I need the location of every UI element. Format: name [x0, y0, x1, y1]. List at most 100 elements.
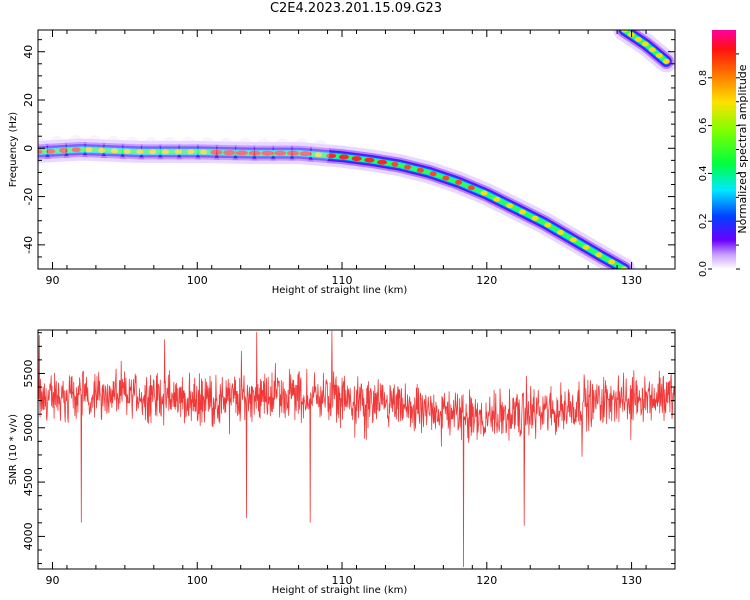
ridge-peak	[467, 185, 475, 191]
ridge-peak	[531, 215, 539, 221]
x-tick-label: 120	[476, 274, 497, 287]
ridge-halo	[198, 137, 217, 164]
ridge-halo	[141, 136, 160, 163]
ridge-peak	[299, 151, 312, 157]
x-tick-label: 100	[187, 574, 208, 587]
ridge-peak	[634, 36, 642, 42]
ridge-peak	[493, 196, 501, 202]
ridge-peak	[404, 164, 412, 170]
ridge-peak	[235, 150, 248, 156]
spectrogram-panel: 90 100 110 120 130 -40 -20 0 20 40 Height of strai…	[8, 29, 676, 296]
ridge-peak	[544, 222, 552, 228]
ridge-peak	[174, 149, 182, 155]
snr-axes: 90 100 110 120 130 4000 4500 5000 5500 Height of …	[8, 329, 676, 596]
ridge-peak	[200, 149, 208, 155]
ridge-halo	[160, 136, 179, 163]
ridge-peak	[110, 148, 118, 154]
ridge-peak	[377, 159, 388, 165]
ridge-peak	[648, 47, 656, 53]
colorbar-tick-label: 0.8	[698, 70, 709, 86]
ridge-peak	[455, 179, 463, 185]
snr-frame	[37, 329, 676, 570]
ridge-peak	[442, 175, 450, 181]
y-tick-label: -40	[22, 236, 35, 254]
ridge-peak	[58, 147, 68, 153]
ridge-peak	[187, 149, 195, 155]
ridge-peak	[569, 237, 577, 243]
ridge-peak	[641, 41, 649, 47]
ridge-peak	[351, 156, 362, 162]
ridge-peak	[123, 148, 131, 154]
ridge-halo	[254, 138, 273, 165]
y-tick-label: 4000	[22, 522, 35, 550]
ridge-halo	[47, 135, 66, 162]
colorbar-gradient	[712, 30, 736, 269]
y-tick-label: 5000	[22, 414, 35, 442]
y-tick-label: 40	[22, 45, 35, 59]
ridge-peak	[136, 149, 144, 155]
x-tick-label: 110	[332, 574, 353, 587]
x-tick-label: 130	[621, 274, 642, 287]
ridge-peak	[557, 229, 565, 235]
ridge-peak	[326, 153, 337, 159]
ridge-peak	[620, 266, 628, 269]
spectrogram-axes: 90 100 110 120 130 -40 -20 0 20 40 Height of strai…	[8, 29, 676, 296]
x-axis-label: Height of straight line (km)	[272, 585, 408, 596]
ridge-peak	[149, 149, 157, 155]
ridge-peak	[608, 259, 616, 265]
y-axis-label: SNR (10 * v/v)	[8, 414, 19, 485]
colorbar: 0.0 0.2 0.4 0.6 0.8 Normalized spectral ampl…	[698, 30, 749, 277]
y-axis-label: Frequency (Hz)	[8, 112, 19, 188]
y-tick-label: -20	[22, 188, 35, 206]
ridge-peak	[71, 147, 81, 153]
ridge-peak	[248, 150, 261, 156]
x-axis-label: Height of straight line (km)	[272, 285, 408, 296]
colorbar-tick-label: 0.0	[698, 261, 709, 277]
snr-panel: 90 100 110 120 130 4000 4500 5000 5500 Height of …	[8, 329, 676, 596]
snr-line	[38, 330, 675, 568]
snr-series	[38, 330, 675, 568]
ridge-halo	[104, 135, 123, 162]
x-tick-label: 130	[621, 574, 642, 587]
x-tick-label: 90	[45, 274, 59, 287]
ridge-peak	[518, 209, 526, 215]
ridge-halo	[66, 134, 85, 161]
ridge-peak	[364, 157, 375, 163]
y-tick-label: 20	[22, 93, 35, 107]
ridge-peak	[46, 148, 56, 154]
ridge-peak	[480, 190, 488, 196]
ridge-peak	[655, 53, 663, 59]
x-tick-label: 90	[45, 574, 59, 587]
ridge-peak	[210, 149, 223, 155]
ridge-peak	[416, 167, 424, 173]
colorbar-label: Normalized spectral amplitude	[736, 64, 749, 233]
ridge-band	[38, 138, 636, 269]
ridge-peak	[98, 147, 106, 153]
ridge-peak	[662, 58, 670, 64]
ridge-peak	[223, 150, 236, 156]
ridge-peak	[85, 147, 93, 153]
ridge-peak	[391, 161, 399, 167]
ridge-peak	[429, 171, 437, 177]
ridge-peak	[161, 149, 169, 155]
colorbar-ticks: 0.0 0.2 0.4 0.6 0.8	[698, 53, 740, 277]
ridge-halo	[311, 139, 330, 166]
ridge-halo	[217, 137, 236, 164]
ridge-peak	[38, 149, 43, 155]
ridge-peak	[314, 152, 322, 158]
ridge-halo	[85, 135, 104, 162]
ridge-peak	[506, 203, 514, 209]
y-tick-label: 4500	[22, 468, 35, 496]
ridge-peak	[620, 30, 628, 33]
ridge-peak	[286, 150, 299, 156]
ridge-halo	[38, 136, 47, 163]
x-tick-label: 120	[476, 574, 497, 587]
ridge-halo	[292, 138, 311, 165]
ridge-halo	[123, 136, 142, 163]
ridge-peak	[582, 244, 590, 250]
figure-title: C2E4.2023.201.15.09.G23	[269, 1, 443, 16]
colorbar-tick-label: 0.6	[698, 118, 709, 134]
colorbar-tick-label: 0.2	[698, 213, 709, 229]
ridge-peak	[261, 150, 274, 156]
